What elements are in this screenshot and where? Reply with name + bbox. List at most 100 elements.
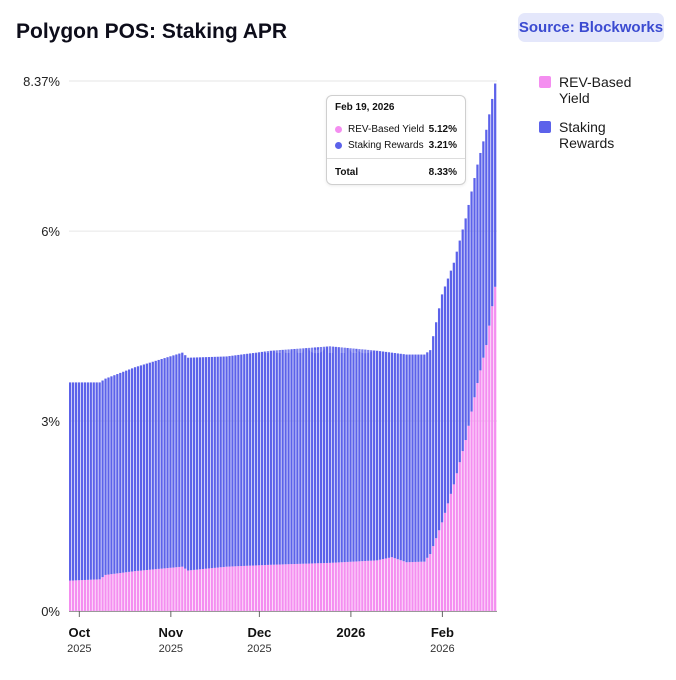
bar-rev-based-yield bbox=[417, 561, 420, 611]
bar-staking-rewards bbox=[313, 347, 317, 564]
bar-staking-rewards bbox=[231, 355, 234, 567]
tooltip-total-value: 8.33% bbox=[428, 166, 457, 178]
bar-rev-based-yield bbox=[228, 566, 231, 611]
bar-staking-rewards bbox=[384, 351, 388, 559]
bar-rev-based-yield bbox=[316, 563, 320, 611]
bar-staking-rewards bbox=[201, 357, 205, 570]
bar-rev-based-yield bbox=[213, 567, 216, 611]
chart-tooltip: Feb 19, 2026 REV-Based Yield 5.12% Staki… bbox=[326, 95, 466, 185]
bar-staking-rewards bbox=[429, 350, 432, 555]
x-tick-label: 2026 bbox=[336, 625, 365, 640]
bar-staking-rewards bbox=[393, 353, 396, 559]
bar-staking-rewards bbox=[467, 204, 470, 426]
bar-staking-rewards bbox=[252, 353, 255, 566]
bar-staking-rewards bbox=[461, 229, 464, 452]
bar-staking-rewards bbox=[190, 357, 193, 571]
bar-rev-based-yield bbox=[210, 568, 213, 611]
bar-staking-rewards bbox=[479, 152, 482, 371]
bar-staking-rewards bbox=[420, 354, 423, 562]
bar-staking-rewards bbox=[390, 352, 393, 558]
bar-staking-rewards bbox=[151, 361, 154, 570]
bar-rev-based-yield bbox=[479, 370, 482, 611]
bar-rev-based-yield bbox=[136, 570, 140, 611]
bar-staking-rewards bbox=[107, 377, 110, 575]
bar-staking-rewards bbox=[154, 360, 157, 570]
x-tick-sublabel: 2025 bbox=[67, 643, 91, 655]
bar-staking-rewards bbox=[122, 371, 125, 573]
bar-rev-based-yield bbox=[390, 557, 393, 611]
bar-staking-rewards bbox=[402, 354, 405, 562]
bar-staking-rewards bbox=[104, 378, 107, 575]
bar-rev-based-yield bbox=[331, 562, 334, 611]
legend-item-rev-based-yield[interactable]: REV-Based Yield bbox=[539, 74, 669, 106]
legend-item-staking-rewards[interactable]: Staking Rewards bbox=[539, 119, 669, 151]
bar-staking-rewards bbox=[198, 357, 202, 570]
tooltip-series-value: 5.12% bbox=[428, 123, 457, 135]
bar-rev-based-yield bbox=[358, 561, 361, 611]
y-tick-label: 6% bbox=[41, 224, 60, 239]
bar-rev-based-yield bbox=[361, 561, 364, 611]
bar-rev-based-yield bbox=[166, 568, 169, 611]
bar-staking-rewards bbox=[405, 354, 408, 563]
bar-staking-rewards bbox=[364, 349, 367, 561]
bar-rev-based-yield bbox=[252, 565, 255, 611]
bar-rev-based-yield bbox=[461, 451, 464, 611]
bar-rev-based-yield bbox=[432, 546, 435, 611]
bar-staking-rewards bbox=[157, 359, 160, 569]
bar-rev-based-yield bbox=[116, 573, 119, 611]
bar-rev-based-yield bbox=[201, 569, 205, 611]
bar-rev-based-yield bbox=[387, 557, 391, 611]
tooltip-date: Feb 19, 2026 bbox=[335, 102, 395, 113]
bar-rev-based-yield bbox=[485, 345, 488, 611]
legend-label: Staking Rewards bbox=[559, 119, 615, 151]
bar-staking-rewards bbox=[169, 356, 172, 568]
bar-rev-based-yield bbox=[142, 570, 146, 611]
bar-staking-rewards bbox=[311, 347, 314, 564]
bar-staking-rewards bbox=[325, 346, 329, 563]
bar-staking-rewards bbox=[240, 354, 243, 567]
bar-rev-based-yield bbox=[92, 579, 95, 611]
tooltip-series-name: REV-Based Yield bbox=[348, 123, 425, 135]
bar-staking-rewards bbox=[234, 355, 237, 567]
bar-staking-rewards bbox=[302, 348, 305, 564]
bar-rev-based-yield bbox=[488, 325, 491, 611]
bar-staking-rewards bbox=[172, 355, 175, 568]
bar-staking-rewards bbox=[378, 351, 382, 560]
bar-staking-rewards bbox=[370, 350, 373, 561]
bar-rev-based-yield bbox=[311, 563, 314, 611]
bar-rev-based-yield bbox=[384, 558, 388, 611]
bar-staking-rewards bbox=[446, 278, 450, 504]
bar-staking-rewards bbox=[142, 364, 146, 571]
bar-staking-rewards bbox=[449, 270, 453, 494]
bar-staking-rewards bbox=[423, 354, 426, 562]
bar-rev-based-yield bbox=[249, 565, 252, 611]
bar-staking-rewards bbox=[181, 352, 184, 567]
tooltip-dot-icon bbox=[335, 125, 342, 133]
bar-staking-rewards bbox=[299, 348, 302, 564]
x-tick-label: Dec bbox=[247, 625, 271, 640]
bar-staking-rewards bbox=[175, 354, 178, 568]
bar-staking-rewards bbox=[346, 347, 349, 562]
bar-rev-based-yield bbox=[449, 493, 453, 611]
bar-staking-rewards bbox=[417, 354, 420, 562]
bar-rev-based-yield bbox=[234, 566, 237, 611]
bar-rev-based-yield bbox=[346, 561, 349, 611]
watermark: Blockworks bbox=[193, 323, 375, 361]
bar-rev-based-yield bbox=[74, 580, 78, 611]
bar-staking-rewards bbox=[284, 349, 287, 565]
tooltip-series-name: Staking Rewards bbox=[348, 139, 424, 151]
bar-staking-rewards bbox=[130, 368, 134, 572]
bar-rev-based-yield bbox=[133, 571, 137, 611]
bar-rev-based-yield bbox=[231, 566, 234, 611]
bar-staking-rewards bbox=[260, 351, 264, 566]
bar-rev-based-yield bbox=[260, 565, 264, 611]
bar-staking-rewards bbox=[331, 346, 334, 563]
bar-staking-rewards bbox=[133, 367, 137, 572]
tooltip-total-label: Total bbox=[335, 166, 359, 178]
y-tick-label: 8.37% bbox=[23, 74, 60, 89]
bar-staking-rewards bbox=[340, 347, 343, 563]
source-button[interactable]: Source: Blockworks bbox=[518, 13, 664, 42]
bar-staking-rewards bbox=[219, 356, 222, 568]
bar-staking-rewards bbox=[263, 351, 267, 566]
